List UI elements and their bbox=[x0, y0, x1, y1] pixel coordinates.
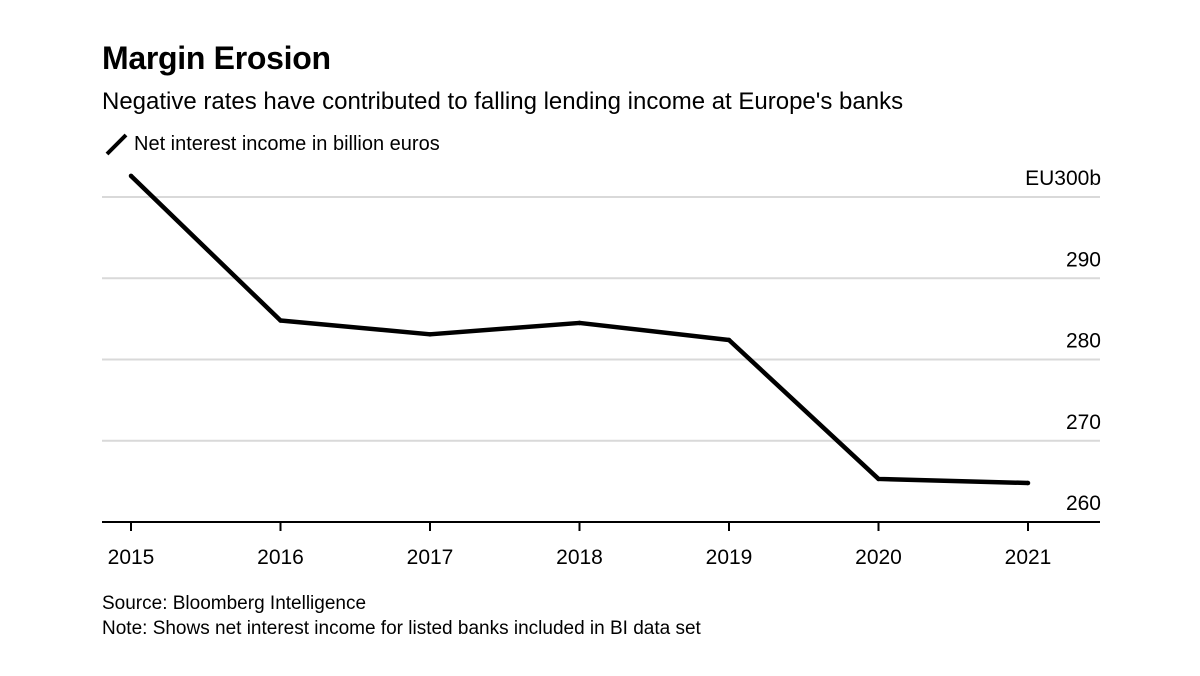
x-tick-label-2018: 2018 bbox=[556, 546, 603, 569]
data-point-2020 bbox=[876, 476, 881, 482]
data-note: Note: Shows net interest income for list… bbox=[102, 618, 701, 639]
x-tick-label-2019: 2019 bbox=[706, 546, 753, 569]
chart-subtitle: Negative rates have contributed to falli… bbox=[102, 88, 904, 115]
chart-footer: Source: Bloomberg Intelligence Note: Sho… bbox=[102, 591, 701, 641]
data-point-2019 bbox=[726, 337, 732, 343]
x-tick-label-2016: 2016 bbox=[257, 546, 304, 569]
source-note: Source: Bloomberg Intelligence bbox=[102, 593, 367, 614]
y-tick-label-300: EU300b bbox=[1025, 167, 1101, 190]
y-tick-label-270: 270 bbox=[1066, 411, 1101, 434]
legend: Net interest income in billion euros bbox=[102, 130, 440, 158]
data-point-2016 bbox=[278, 318, 283, 323]
data-point-2015 bbox=[128, 173, 134, 179]
x-tick-label-2021: 2021 bbox=[1005, 546, 1052, 569]
data-point-2021 bbox=[1025, 480, 1031, 486]
y-tick-label-290: 290 bbox=[1066, 248, 1101, 271]
y-tick-label-280: 280 bbox=[1066, 330, 1101, 353]
y-tick-label-260: 260 bbox=[1066, 492, 1101, 515]
chart-title: Margin Erosion bbox=[102, 40, 331, 76]
data-point-2017 bbox=[427, 332, 433, 337]
series-line-0 bbox=[129, 174, 1029, 486]
x-tick-label-2020: 2020 bbox=[855, 546, 902, 569]
data-point-2018 bbox=[577, 320, 582, 326]
x-tick-label-2017: 2017 bbox=[407, 546, 454, 569]
legend-line-swatch bbox=[105, 133, 128, 156]
legend-label: Net interest income in billion euros bbox=[134, 133, 440, 155]
x-tick-label-2015: 2015 bbox=[108, 546, 155, 569]
